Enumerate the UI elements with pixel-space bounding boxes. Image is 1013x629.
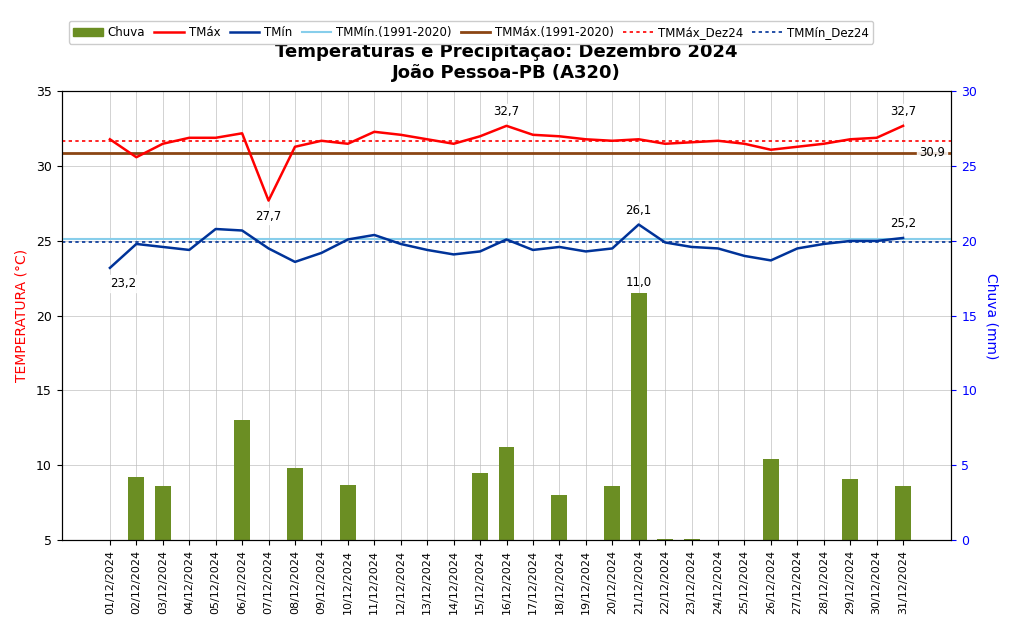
Bar: [657, 538, 673, 540]
Text: 27,7: 27,7: [255, 209, 282, 223]
Bar: [129, 477, 144, 540]
Text: 32,7: 32,7: [890, 105, 916, 118]
Text: 23,2: 23,2: [110, 277, 136, 290]
Legend: Chuva, TMáx, TMín, TMMín.(1991-2020), TMMáx.(1991-2020), TMMáx_Dez24, TMMín_Dez2: Chuva, TMáx, TMín, TMMín.(1991-2020), TM…: [69, 21, 873, 43]
Y-axis label: Chuva (mm): Chuva (mm): [984, 272, 998, 359]
Bar: [895, 486, 911, 540]
Text: 25,2: 25,2: [890, 218, 916, 230]
Bar: [287, 468, 303, 540]
Bar: [472, 473, 488, 540]
Y-axis label: TEMPERATURA (°C): TEMPERATURA (°C): [15, 249, 29, 382]
Bar: [763, 459, 779, 540]
Title: Temperaturas e Precipitação: Dezembro 2024
João Pessoa-PB (A320): Temperaturas e Precipitação: Dezembro 20…: [276, 43, 737, 82]
Bar: [631, 293, 646, 540]
Bar: [842, 479, 858, 540]
Bar: [234, 420, 250, 540]
Bar: [684, 538, 700, 540]
Text: 32,7: 32,7: [493, 105, 520, 118]
Bar: [340, 485, 356, 540]
Text: 11,0: 11,0: [626, 276, 651, 289]
Text: 26,1: 26,1: [626, 204, 651, 217]
Text: 30,9: 30,9: [919, 146, 945, 159]
Bar: [155, 486, 171, 540]
Bar: [605, 486, 620, 540]
Bar: [551, 495, 567, 540]
Bar: [498, 447, 515, 540]
